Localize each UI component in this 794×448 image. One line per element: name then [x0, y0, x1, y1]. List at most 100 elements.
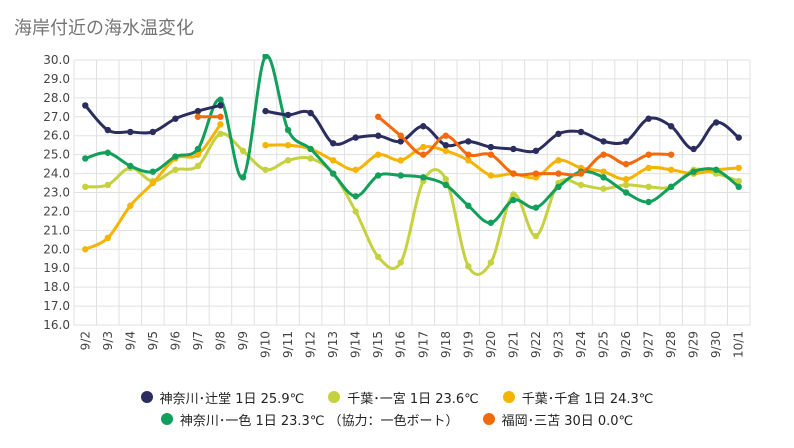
data-point[interactable]	[104, 181, 112, 189]
data-point[interactable]	[329, 140, 337, 147]
data-point[interactable]	[329, 170, 337, 177]
data-point[interactable]	[487, 172, 495, 179]
data-point[interactable]	[442, 141, 449, 149]
data-point[interactable]	[397, 132, 404, 139]
data-point[interactable]	[510, 170, 517, 177]
data-point[interactable]	[465, 151, 472, 158]
data-point[interactable]	[465, 157, 472, 164]
data-point[interactable]	[487, 259, 495, 266]
data-point[interactable]	[600, 168, 607, 175]
data-point[interactable]	[127, 128, 134, 136]
data-point[interactable]	[465, 202, 472, 209]
data-point[interactable]	[532, 147, 540, 155]
data-point[interactable]	[442, 132, 449, 139]
data-point[interactable]	[510, 196, 517, 204]
data-point[interactable]	[622, 138, 630, 145]
data-point[interactable]	[442, 181, 449, 189]
data-point[interactable]	[667, 151, 675, 158]
data-point[interactable]	[735, 183, 742, 191]
data-point[interactable]	[375, 113, 382, 120]
data-point[interactable]	[555, 130, 562, 138]
data-point[interactable]	[600, 185, 607, 192]
data-point[interactable]	[622, 181, 630, 189]
data-point[interactable]	[262, 107, 269, 115]
data-point[interactable]	[442, 147, 449, 155]
data-point[interactable]	[307, 145, 314, 153]
data-point[interactable]	[420, 174, 427, 181]
data-point[interactable]	[532, 170, 540, 177]
data-point[interactable]	[194, 162, 202, 170]
data-point[interactable]	[420, 151, 427, 158]
data-point[interactable]	[329, 157, 337, 164]
data-point[interactable]	[465, 138, 472, 145]
data-point[interactable]	[645, 115, 652, 122]
data-point[interactable]	[713, 166, 720, 173]
data-point[interactable]	[104, 149, 112, 156]
data-point[interactable]	[555, 170, 562, 177]
data-point[interactable]	[127, 162, 134, 170]
data-point[interactable]	[217, 130, 224, 138]
data-point[interactable]	[487, 151, 495, 158]
data-point[interactable]	[465, 263, 472, 270]
data-point[interactable]	[600, 151, 607, 158]
data-point[interactable]	[149, 168, 157, 175]
data-point[interactable]	[645, 164, 652, 172]
data-point[interactable]	[217, 96, 224, 103]
data-point[interactable]	[82, 155, 89, 162]
data-point[interactable]	[442, 176, 449, 183]
data-point[interactable]	[622, 160, 630, 168]
data-point[interactable]	[600, 138, 607, 145]
legend-item[interactable]: 神奈川･一色 1日 23.3℃ （協力：一色ボート）	[160, 410, 459, 429]
data-point[interactable]	[217, 102, 224, 109]
legend-item[interactable]: 千葉･千倉 1日 24.3℃	[502, 388, 653, 407]
data-point[interactable]	[622, 176, 630, 183]
data-point[interactable]	[622, 189, 630, 196]
data-point[interactable]	[735, 177, 742, 185]
data-point[interactable]	[352, 193, 359, 200]
data-point[interactable]	[713, 119, 720, 126]
data-point[interactable]	[645, 183, 652, 191]
data-point[interactable]	[667, 166, 675, 173]
data-point[interactable]	[352, 134, 359, 141]
data-point[interactable]	[307, 109, 314, 117]
data-point[interactable]	[284, 111, 292, 119]
data-point[interactable]	[690, 145, 697, 153]
legend-item[interactable]: 神奈川･辻堂 1日 25.9℃	[140, 388, 304, 407]
data-point[interactable]	[149, 179, 157, 187]
data-point[interactable]	[284, 157, 292, 164]
data-point[interactable]	[82, 102, 89, 109]
data-point[interactable]	[487, 219, 495, 226]
data-point[interactable]	[262, 141, 269, 149]
data-point[interactable]	[172, 166, 179, 173]
data-point[interactable]	[82, 246, 89, 253]
data-point[interactable]	[262, 53, 269, 60]
data-point[interactable]	[577, 170, 585, 177]
data-point[interactable]	[667, 123, 675, 130]
data-point[interactable]	[510, 191, 517, 198]
data-point[interactable]	[127, 202, 134, 209]
legend-item[interactable]: 福岡･三苫 30日 0.0℃	[482, 410, 633, 429]
data-point[interactable]	[397, 172, 404, 179]
data-point[interactable]	[532, 232, 540, 240]
legend-item[interactable]: 千葉･一宮 1日 23.6℃	[328, 388, 479, 407]
data-point[interactable]	[487, 143, 495, 151]
data-point[interactable]	[555, 157, 562, 164]
data-point[interactable]	[104, 234, 112, 242]
data-point[interactable]	[667, 183, 675, 191]
data-point[interactable]	[172, 115, 179, 122]
data-point[interactable]	[577, 181, 585, 189]
data-point[interactable]	[735, 164, 742, 172]
data-point[interactable]	[194, 151, 202, 158]
data-point[interactable]	[194, 107, 202, 115]
data-point[interactable]	[194, 145, 202, 153]
data-point[interactable]	[375, 151, 382, 158]
data-point[interactable]	[510, 145, 517, 153]
data-point[interactable]	[420, 123, 427, 130]
data-point[interactable]	[284, 141, 292, 149]
data-point[interactable]	[352, 166, 359, 173]
data-point[interactable]	[735, 134, 742, 141]
data-point[interactable]	[217, 121, 224, 128]
data-point[interactable]	[307, 155, 314, 162]
data-point[interactable]	[375, 132, 382, 139]
data-point[interactable]	[375, 172, 382, 179]
